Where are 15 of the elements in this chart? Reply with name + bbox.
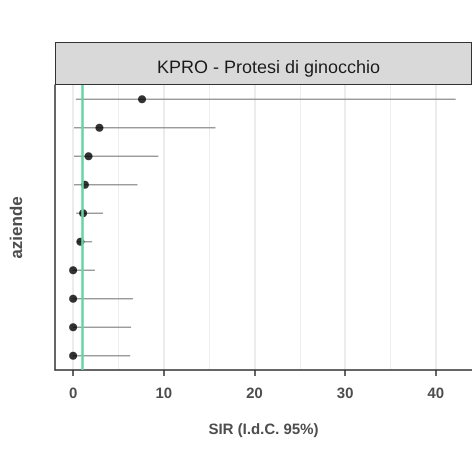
point [69, 266, 78, 274]
x-axis-title: SIR (I.d.C. 95%) [208, 421, 319, 438]
point [138, 95, 146, 104]
x-tick-label: 0 [68, 385, 78, 402]
x-tick-label: 40 [427, 385, 444, 402]
chart-title: KPRO - Protesi di ginocchio [156, 57, 380, 77]
point [69, 323, 78, 332]
point [95, 124, 104, 132]
x-tick-label: 10 [155, 385, 172, 402]
point [69, 294, 78, 303]
point [69, 352, 78, 360]
x-tick-label: 20 [246, 385, 263, 402]
x-tick-label: 30 [336, 385, 354, 402]
y-axis-title: aziende [7, 196, 26, 259]
point [84, 152, 93, 160]
